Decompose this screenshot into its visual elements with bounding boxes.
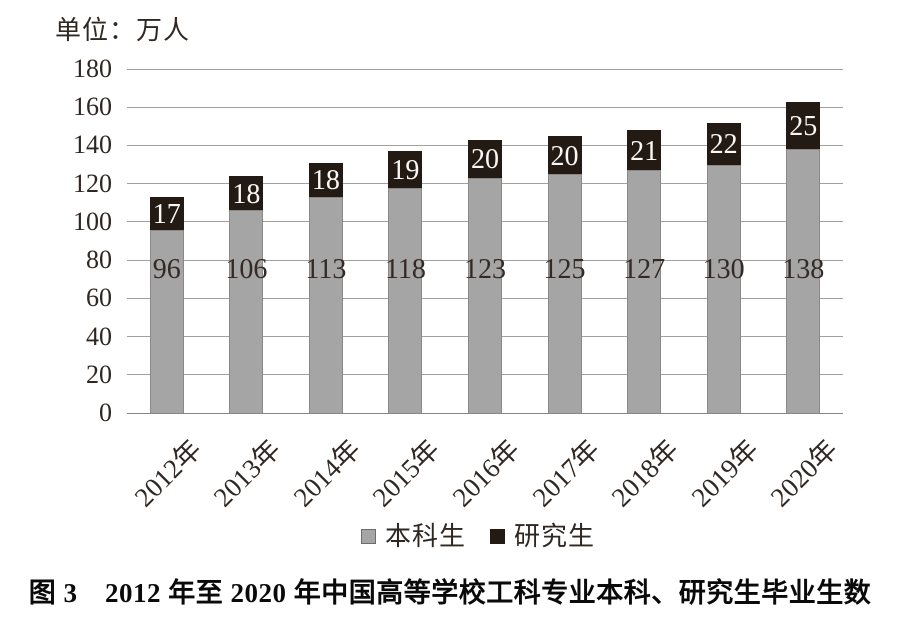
x-tick-label: 2012年 bbox=[128, 433, 207, 513]
y-tick-label: 80 bbox=[86, 245, 112, 275]
x-tick-label: 2013年 bbox=[208, 433, 287, 513]
bar-columns: 17 96 2012年 18 106 2013年 18 113 2014年 19 118 2015年 2… bbox=[127, 69, 843, 512]
x-tick-label: 2016年 bbox=[446, 433, 526, 513]
legend-item: 研究生 bbox=[490, 516, 595, 553]
y-tick-label: 180 bbox=[73, 54, 112, 83]
x-axis-line bbox=[127, 412, 843, 414]
x-tick-label: 2017年 bbox=[526, 433, 605, 513]
graduate-value-label: 18 bbox=[232, 178, 261, 210]
bar-column: 17 96 2012年 bbox=[127, 69, 207, 512]
graduate-value-label: 21 bbox=[630, 135, 659, 167]
undergraduate-value-label: 113 bbox=[305, 254, 347, 285]
y-axis-tick-labels: 0 20 40 60 80 100 120 140 160 180 bbox=[0, 55, 112, 427]
y-tick-label: 120 bbox=[73, 168, 112, 198]
x-tick-label: 2019年 bbox=[685, 433, 764, 513]
x-tick-label: 2014年 bbox=[287, 433, 367, 513]
bar-column: 19 118 2015年 bbox=[366, 69, 446, 512]
legend-swatch-icon bbox=[490, 528, 505, 544]
legend-swatch-icon bbox=[360, 528, 376, 544]
bar-segment-undergraduate bbox=[308, 197, 343, 413]
bar-segment-graduate: 20 bbox=[547, 135, 582, 175]
undergraduate-value-label: 130 bbox=[702, 254, 745, 285]
y-tick-label: 140 bbox=[73, 130, 112, 160]
bar-segment-undergraduate bbox=[706, 164, 741, 413]
y-tick-label: 60 bbox=[86, 283, 112, 313]
plot-area: 17 96 2012年 18 106 2013年 18 113 2014年 19 118 2015年 2… bbox=[127, 68, 843, 512]
y-tick-label: 160 bbox=[73, 92, 112, 122]
x-tick-label: 2020年 bbox=[764, 433, 844, 513]
y-tick-label: 100 bbox=[73, 206, 112, 236]
bar-segment-graduate: 18 bbox=[229, 176, 264, 211]
legend-item: 本科生 bbox=[360, 516, 466, 553]
y-tick-label: 40 bbox=[86, 321, 112, 351]
undergraduate-value-label: 138 bbox=[782, 254, 825, 285]
undergraduate-value-label: 96 bbox=[152, 254, 181, 285]
graduate-value-label: 20 bbox=[550, 140, 579, 172]
bar-column: 20 123 2016年 bbox=[445, 69, 525, 512]
gridline bbox=[127, 106, 843, 108]
x-tick-label: 2015年 bbox=[367, 433, 446, 513]
graduate-value-label: 20 bbox=[470, 144, 499, 176]
bar-column: 18 106 2013年 bbox=[207, 69, 286, 512]
bar-column: 20 125 2017年 bbox=[525, 69, 605, 512]
legend: 本科生 研究生 bbox=[0, 516, 900, 553]
bar-segment-undergraduate bbox=[149, 229, 184, 413]
bar-segment-graduate: 25 bbox=[786, 101, 821, 150]
bar-segment-graduate: 19 bbox=[388, 151, 423, 188]
bar-segment-graduate: 20 bbox=[467, 139, 502, 178]
y-tick-label: 0 bbox=[99, 398, 112, 427]
undergraduate-value-label: 123 bbox=[463, 254, 506, 285]
bar-segment-undergraduate bbox=[627, 170, 662, 413]
undergraduate-value-label: 118 bbox=[384, 254, 426, 285]
graduate-value-label: 18 bbox=[311, 165, 340, 197]
bar-column: 22 130 2019年 bbox=[684, 69, 764, 512]
x-tick-label: 2018年 bbox=[605, 433, 685, 513]
bar-segment-graduate: 18 bbox=[308, 162, 343, 198]
bar-segment-undergraduate bbox=[229, 210, 264, 413]
bar-column: 18 113 2014年 bbox=[286, 69, 366, 512]
legend-label: 研究生 bbox=[514, 522, 596, 551]
undergraduate-value-label: 125 bbox=[543, 254, 586, 285]
bar-segment-undergraduate bbox=[388, 187, 423, 413]
bar-column: 21 127 2018年 bbox=[604, 69, 684, 512]
bar-column: 25 138 2020年 bbox=[763, 69, 843, 512]
graduate-value-label: 19 bbox=[391, 154, 420, 186]
bar-segment-graduate: 22 bbox=[706, 122, 741, 165]
bar-segment-graduate: 21 bbox=[627, 130, 662, 171]
bar-segment-undergraduate bbox=[786, 149, 821, 413]
unit-annotation: 单位：万人 bbox=[55, 16, 191, 45]
graduate-value-label: 17 bbox=[152, 198, 181, 230]
legend-label: 本科生 bbox=[384, 522, 466, 551]
figure-caption: 图 3 2012 年至 2020 年中国高等学校工科专业本科、研究生毕业生数 bbox=[28, 578, 872, 608]
graduate-value-label: 25 bbox=[789, 110, 818, 142]
undergraduate-value-label: 127 bbox=[623, 254, 666, 285]
undergraduate-value-label: 106 bbox=[225, 254, 268, 285]
bar-segment-undergraduate bbox=[547, 174, 582, 413]
bar-segment-graduate: 17 bbox=[149, 197, 184, 230]
graduate-value-label: 22 bbox=[709, 129, 738, 161]
bar-segment-undergraduate bbox=[467, 177, 502, 413]
y-tick-label: 20 bbox=[86, 359, 112, 389]
gridline bbox=[127, 68, 843, 70]
